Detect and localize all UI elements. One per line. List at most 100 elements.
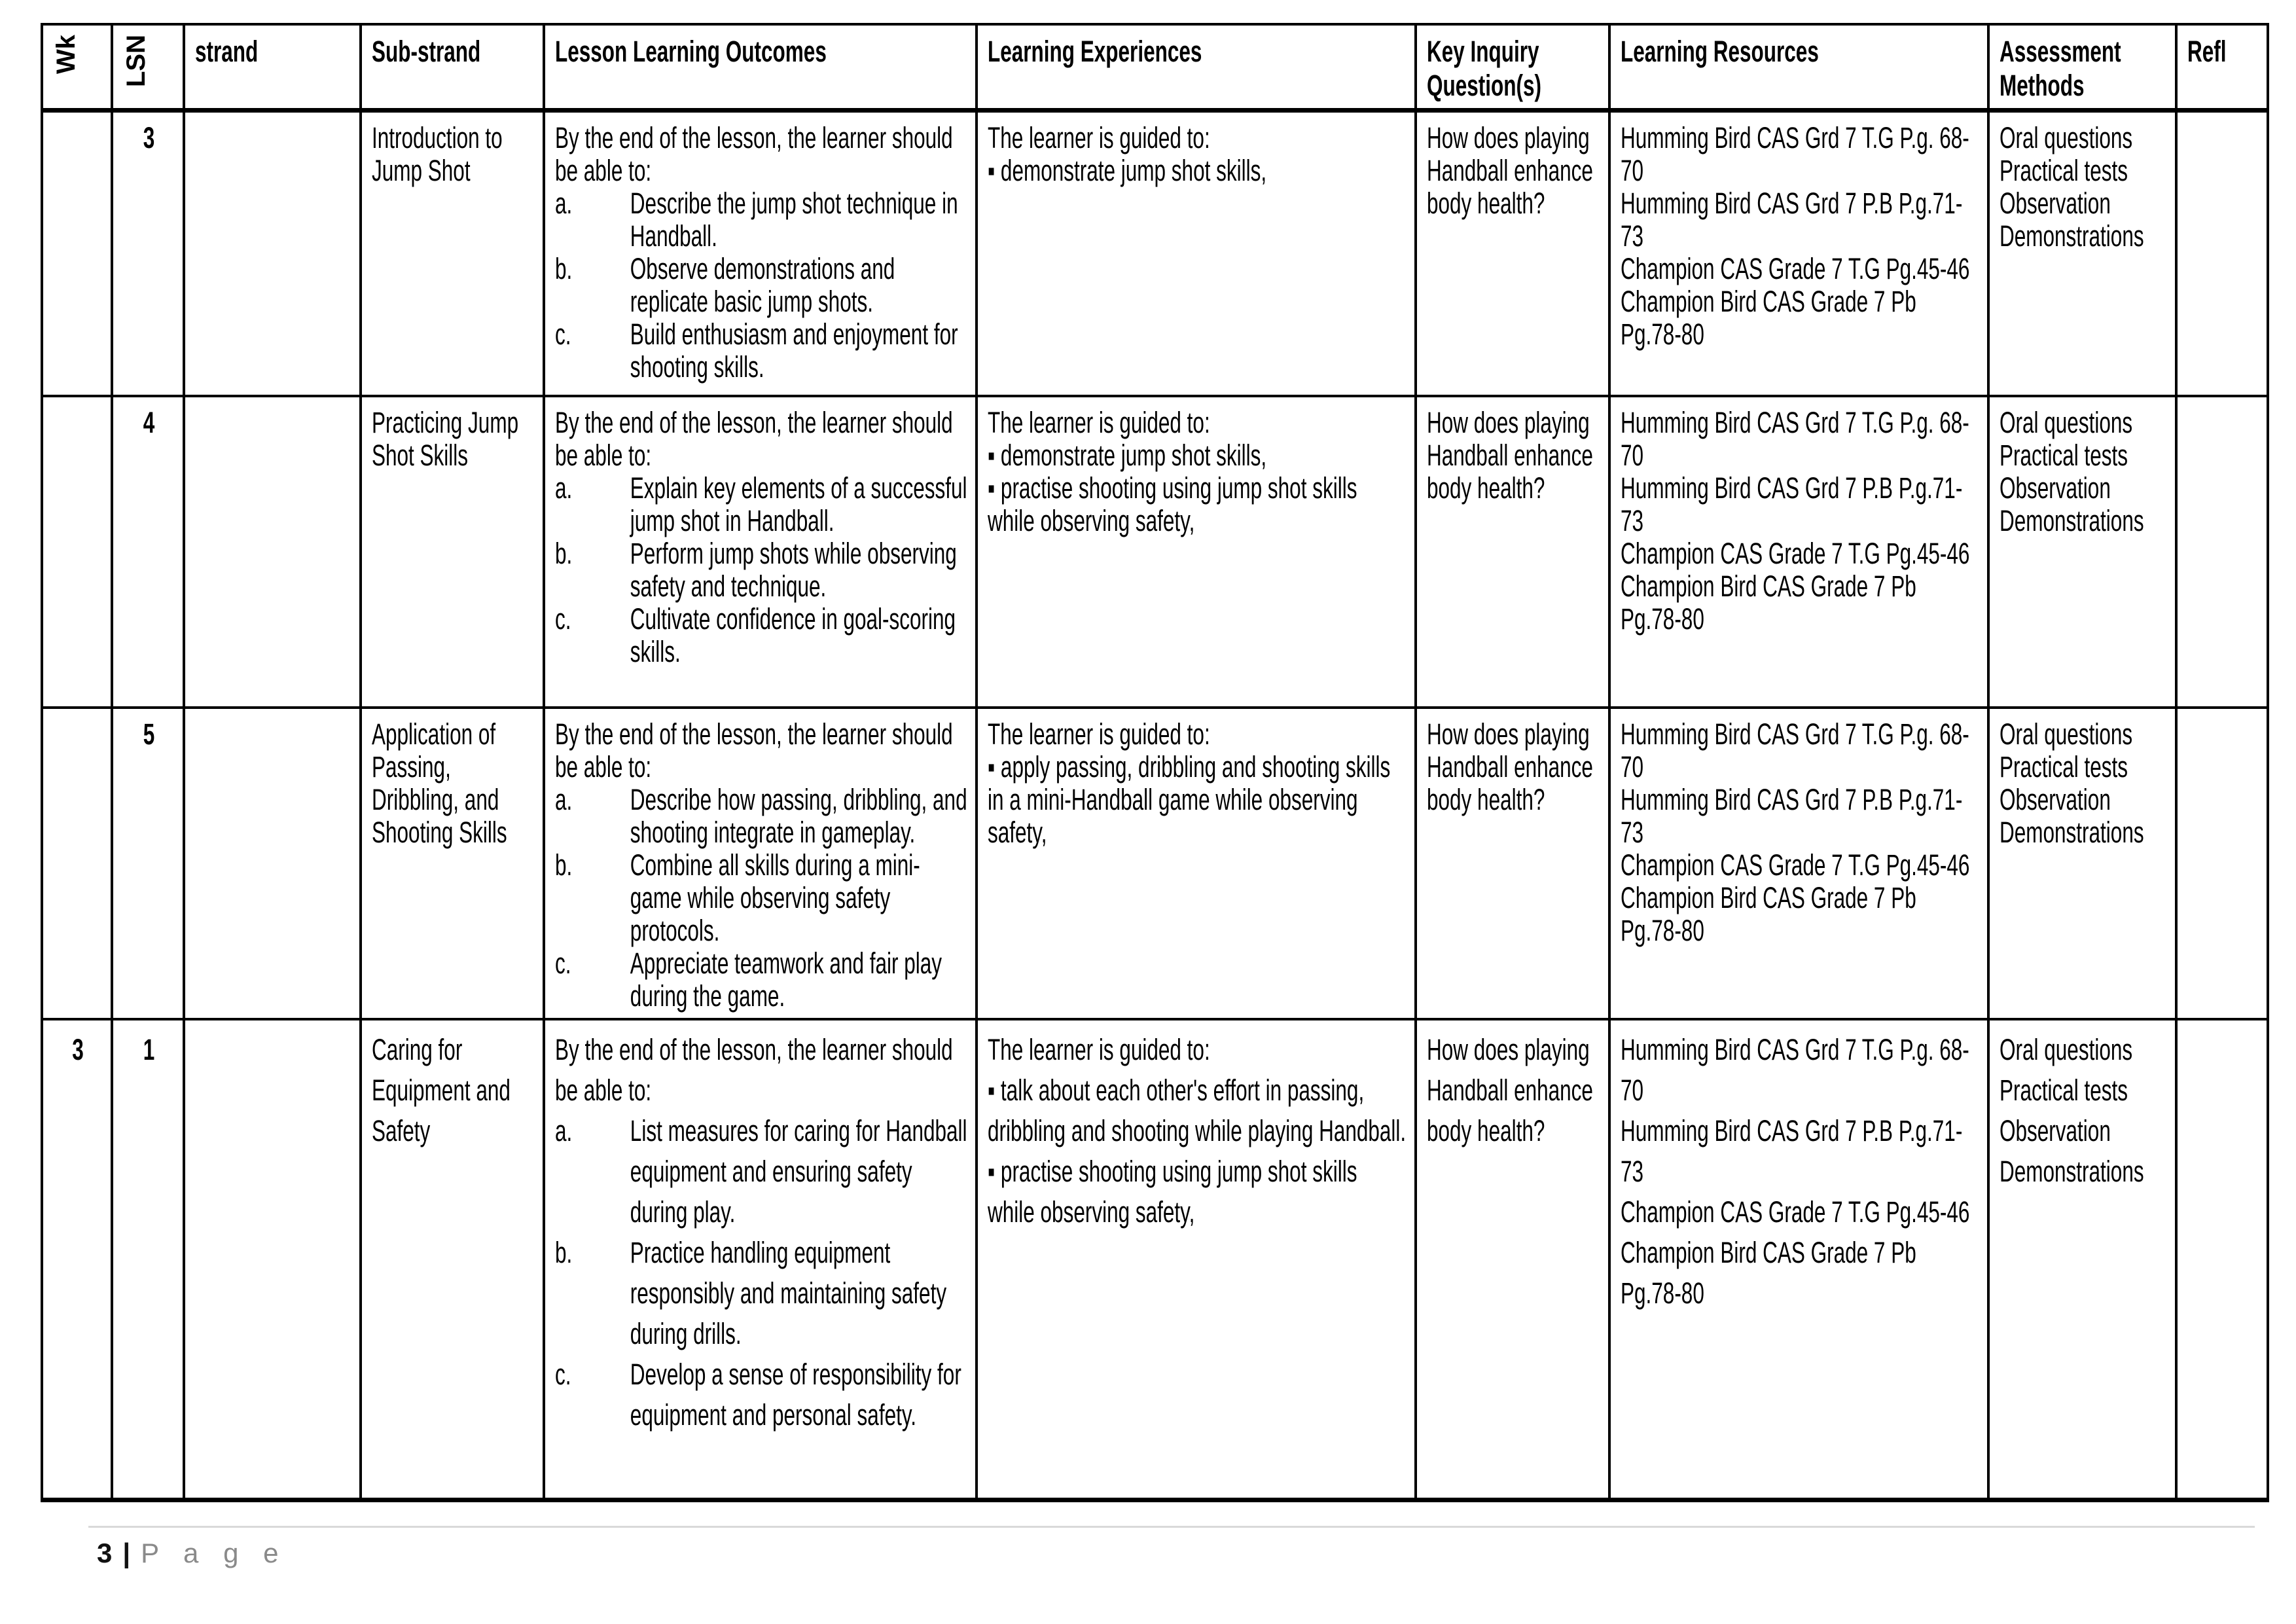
cell-assessment: Oral questions Practical tests Observati… bbox=[1987, 706, 2178, 1020]
header-lsn-label: LSN bbox=[122, 35, 151, 87]
experience-item: practise shooting using jump shot skills… bbox=[988, 1151, 1407, 1233]
outcomes-intro: By the end of the lesson, the learner sh… bbox=[555, 717, 953, 784]
experience-item: demonstrate jump shot skills, bbox=[988, 154, 1407, 187]
table-row: 5 Application of Passing, Dribbling, and… bbox=[41, 706, 2269, 1020]
outcome-item: c. Build enthusiasm and enjoyment for sho… bbox=[555, 317, 958, 384]
resource-item: Humming Bird CAS Grd 7 P.B P.g.71-73 bbox=[1621, 782, 1963, 849]
experiences-intro: The learner is guided to: bbox=[988, 717, 1210, 751]
resource-item: Champion Bird CAS Grade 7 Pb Pg.78-80 bbox=[1621, 285, 1916, 351]
cell-lsn: 5 bbox=[111, 706, 185, 1020]
resource-item: Humming Bird CAS Grd 7 P.B P.g.71-73 bbox=[1621, 471, 1963, 537]
header-wk-label: Wk bbox=[52, 35, 81, 74]
experiences-intro: The learner is guided to: bbox=[988, 121, 1210, 154]
header-inquiry: Key Inquiry Question(s) bbox=[1414, 23, 1611, 113]
assessment-item: Observation bbox=[2000, 471, 2111, 505]
outcomes-intro: By the end of the lesson, the learner sh… bbox=[555, 121, 953, 187]
resource-item: Champion CAS Grade 7 T.G Pg.45-46 bbox=[1621, 848, 1970, 882]
outcome-item: c. Develop a sense of responsibility for … bbox=[555, 1357, 961, 1432]
page-footer: 3 | P a g e bbox=[97, 1538, 287, 1568]
resource-item: Champion CAS Grade 7 T.G Pg.45-46 bbox=[1621, 1195, 1970, 1229]
cell-resources: Humming Bird CAS Grd 7 T.G P.g. 68-70 Hu… bbox=[1608, 109, 1990, 397]
cell-sub-strand: Practicing Jump Shot Skills bbox=[359, 394, 545, 709]
outcome-item: c. Cultivate confidence in goal-scoring s… bbox=[555, 602, 956, 668]
table-row: 3 Introduction to Jump Shot By the end o… bbox=[41, 109, 2269, 397]
footer-separator: | bbox=[122, 1538, 131, 1568]
cell-sub-strand: Introduction to Jump Shot bbox=[359, 109, 545, 397]
table-row: 4 Practicing Jump Shot Skills By the end… bbox=[41, 394, 2269, 709]
cell-wk bbox=[41, 109, 113, 397]
header-row: Wk LSN strand Sub-strand Lesson Learning… bbox=[41, 23, 2269, 113]
cell-experiences: The learner is guided to: demonstrate ju… bbox=[975, 394, 1417, 709]
outcomes-intro: By the end of the lesson, the learner sh… bbox=[555, 1032, 953, 1107]
outcome-item: a. Describe how passing, dribbling, and s… bbox=[555, 782, 967, 849]
assessment-item: Oral questions bbox=[2000, 1032, 2133, 1066]
experience-item: apply passing, dribbling and shooting sk… bbox=[988, 750, 1407, 849]
resource-item: Humming Bird CAS Grd 7 T.G P.g. 68-70 bbox=[1621, 1032, 1969, 1107]
resource-item: Champion CAS Grade 7 T.G Pg.45-46 bbox=[1621, 536, 1970, 570]
assessment-item: Observation bbox=[2000, 187, 2111, 220]
cell-assessment: Oral questions Practical tests Observati… bbox=[1987, 1017, 2178, 1502]
cell-inquiry: How does playing Handball enhance body h… bbox=[1414, 109, 1611, 397]
experiences-intro: The learner is guided to: bbox=[988, 1032, 1210, 1066]
outcome-item: c. Appreciate teamwork and fair play duri… bbox=[555, 946, 942, 1013]
resource-item: Humming Bird CAS Grd 7 T.G P.g. 68-70 bbox=[1621, 717, 1969, 784]
cell-resources: Humming Bird CAS Grd 7 T.G P.g. 68-70 Hu… bbox=[1608, 1017, 1990, 1502]
outcome-item: b. Observe demonstrations and replicate b… bbox=[555, 252, 895, 318]
resource-item: Champion Bird CAS Grade 7 Pb Pg.78-80 bbox=[1621, 1235, 1916, 1310]
outcome-item: a. Describe the jump shot technique in Ha… bbox=[555, 187, 958, 253]
outcome-item: b. Perform jump shots while observing saf… bbox=[555, 536, 957, 603]
assessment-item: Demonstrations bbox=[2000, 219, 2144, 253]
cell-outcomes: By the end of the lesson, the learner sh… bbox=[543, 109, 978, 397]
cell-outcomes: By the end of the lesson, the learner sh… bbox=[543, 706, 978, 1020]
assessment-item: Oral questions bbox=[2000, 717, 2133, 751]
cell-experiences: The learner is guided to: apply passing,… bbox=[975, 706, 1417, 1020]
footer-divider bbox=[88, 1526, 2255, 1528]
cell-experiences: The learner is guided to: demonstrate ju… bbox=[975, 109, 1417, 397]
header-outcomes: Lesson Learning Outcomes bbox=[543, 23, 978, 113]
experience-item: demonstrate jump shot skills, bbox=[988, 439, 1407, 472]
cell-lsn: 1 bbox=[111, 1017, 185, 1502]
header-refl: Refl bbox=[2175, 23, 2269, 113]
resource-item: Champion Bird CAS Grade 7 Pb Pg.78-80 bbox=[1621, 880, 1916, 947]
assessment-item: Practical tests bbox=[2000, 154, 2128, 187]
cell-inquiry: How does playing Handball enhance body h… bbox=[1414, 1017, 1611, 1502]
cell-inquiry: How does playing Handball enhance body h… bbox=[1414, 706, 1611, 1020]
header-resources: Learning Resources bbox=[1608, 23, 1990, 113]
assessment-item: Practical tests bbox=[2000, 749, 2128, 784]
header-sub-strand: Sub-strand bbox=[359, 23, 545, 113]
footer-page-label: P a g e bbox=[141, 1538, 287, 1568]
experience-item: talk about each other's effort in passin… bbox=[988, 1070, 1407, 1151]
cell-resources: Humming Bird CAS Grd 7 T.G P.g. 68-70 Hu… bbox=[1608, 706, 1990, 1020]
cell-lsn: 4 bbox=[111, 394, 185, 709]
cell-assessment: Oral questions Practical tests Observati… bbox=[1987, 394, 2178, 709]
table-row: 3 1 Caring for Equipment and Safety By t… bbox=[41, 1017, 2269, 1502]
header-wk: Wk bbox=[41, 23, 113, 113]
assessment-item: Practical tests bbox=[2000, 1073, 2128, 1107]
resource-item: Humming Bird CAS Grd 7 P.B P.g.71-73 bbox=[1621, 187, 1963, 253]
assessment-item: Oral questions bbox=[2000, 121, 2133, 154]
cell-wk bbox=[41, 394, 113, 709]
resource-item: Champion CAS Grade 7 T.G Pg.45-46 bbox=[1621, 252, 1970, 285]
resource-item: Humming Bird CAS Grd 7 P.B P.g.71-73 bbox=[1621, 1113, 1963, 1188]
assessment-item: Demonstrations bbox=[2000, 503, 2144, 537]
outcome-item: a. Explain key elements of a successful j… bbox=[555, 471, 967, 537]
cell-sub-strand: Caring for Equipment and Safety bbox=[359, 1017, 545, 1502]
cell-strand bbox=[183, 706, 362, 1020]
header-lsn: LSN bbox=[111, 23, 185, 113]
cell-sub-strand: Application of Passing, Dribbling, and S… bbox=[359, 706, 545, 1020]
cell-strand bbox=[183, 1017, 362, 1502]
cell-strand bbox=[183, 394, 362, 709]
assessment-item: Oral questions bbox=[2000, 405, 2133, 439]
cell-refl bbox=[2175, 706, 2269, 1020]
assessment-item: Practical tests bbox=[2000, 438, 2128, 472]
assessment-item: Observation bbox=[2000, 1113, 2111, 1147]
outcomes-intro: By the end of the lesson, the learner sh… bbox=[555, 405, 953, 472]
outcome-item: b. Practice handling equipment responsibl… bbox=[555, 1235, 947, 1350]
cell-refl bbox=[2175, 1017, 2269, 1502]
header-assessment: Assessment Methods bbox=[1987, 23, 2178, 113]
assessment-item: Observation bbox=[2000, 782, 2111, 816]
footer-page-number: 3 bbox=[97, 1538, 113, 1568]
experiences-intro: The learner is guided to: bbox=[988, 405, 1210, 439]
outcome-item: a. List measures for caring for Handball … bbox=[555, 1113, 967, 1229]
cell-refl bbox=[2175, 109, 2269, 397]
